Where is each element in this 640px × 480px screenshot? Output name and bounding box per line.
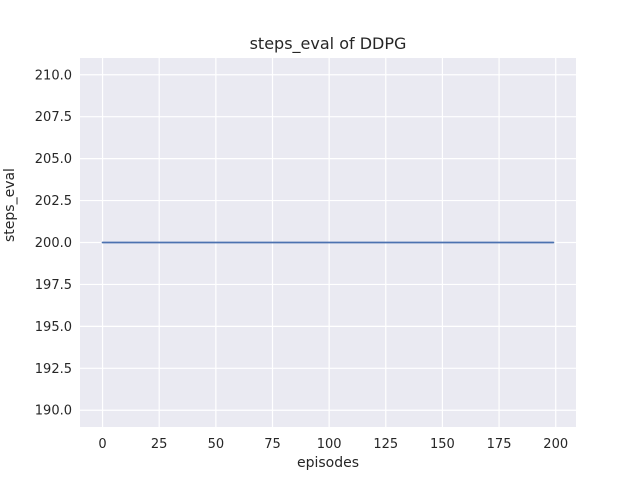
x-tick-label: 25 <box>151 437 168 452</box>
x-tick-label: 175 <box>487 437 512 452</box>
x-axis-label: episodes <box>296 455 360 471</box>
x-tick-label: 200 <box>543 437 568 452</box>
x-tick-label: 125 <box>373 437 398 452</box>
y-tick-label: 210.0 <box>35 68 72 83</box>
y-tick-label: 202.5 <box>35 194 72 209</box>
x-tick-label: 150 <box>430 437 455 452</box>
y-tick-label: 192.5 <box>35 362 72 377</box>
y-tick-label: 207.5 <box>35 110 72 125</box>
y-tick-label: 200.0 <box>35 236 72 251</box>
x-tick-label: 0 <box>98 437 106 452</box>
y-tick-label: 197.5 <box>35 278 72 293</box>
x-tick-label: 100 <box>317 437 342 452</box>
y-tick-label: 195.0 <box>35 320 72 335</box>
y-axis-label-text: steps_eval <box>2 168 18 242</box>
y-tick-label: 205.0 <box>35 152 72 167</box>
x-tick-label: 50 <box>208 437 225 452</box>
x-tick-label: 75 <box>264 437 281 452</box>
y-tick-label: 190.0 <box>35 404 72 419</box>
chart-title: steps_eval of DDPG <box>249 34 407 53</box>
